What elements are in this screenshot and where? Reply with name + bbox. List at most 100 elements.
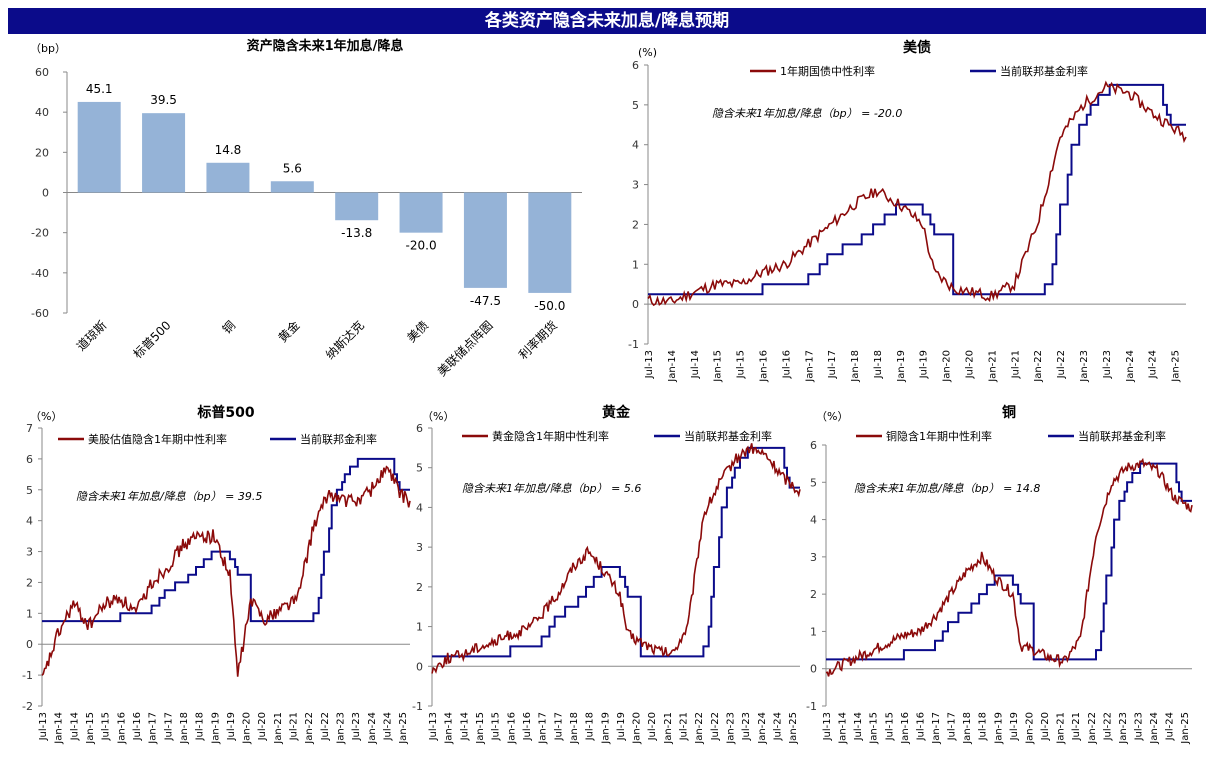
bar-data-label: 45.1 [86,82,113,96]
bar-category-label: 道琼斯 [73,318,109,354]
bar-y-tick-label: -20 [31,227,49,240]
ust-x-tick-label: Jan-18 [850,350,861,383]
bar-2 [142,113,186,193]
spx-x-tick-label: Jan-16 [116,712,127,745]
bar-y-tick-label: 40 [35,106,49,119]
ust-legend-implied: 1年期国债中性利率 [780,64,875,78]
spx-annotation: 隐含未来1年加息/降息（bp） = 39.5 [76,490,262,503]
gold-x-tick-label: Jul-24 [773,712,784,741]
spx-y-tick-label: 3 [26,546,33,559]
copper-x-tick-label: Jan-21 [1056,712,1067,745]
bar-category-label: 利率期货 [515,318,560,363]
copper-x-tick-label: Jan-20 [1024,712,1035,745]
spx-y-tick-label: -1 [22,669,33,682]
gold-x-tick-label: Jan-25 [788,712,799,745]
ust-x-tick-label: Jul-18 [873,350,884,379]
gold-x-tick-label: Jul-16 [522,712,533,741]
spx-x-tick-label: Jul-14 [69,712,80,741]
gold-chart-title: 黄金 [602,404,631,421]
gold-y-tick-label: -1 [412,700,423,713]
gold-x-tick-label: Jan-19 [600,712,611,745]
gold-x-tick-label: Jan-16 [506,712,517,745]
bar-data-label: -47.5 [470,294,501,308]
bar-y-tick-label: -60 [31,307,49,320]
bar-y-tick-label: 60 [35,66,49,79]
ust-x-tick-label: Jan-25 [1171,350,1182,383]
ust-legend-fed: 当前联邦基金利率 [1000,64,1088,78]
bar-category-label: 美联储点阵图 [434,318,496,380]
spx-x-tick-label: Jul-24 [383,712,394,741]
bar-category-label: 纳斯达克 [323,318,367,362]
gold-x-tick-label: Jul-23 [741,712,752,741]
bar-5 [335,192,379,221]
gold-implied-rate-line [431,443,801,674]
spx-y-tick-label: 7 [26,422,33,435]
spx-y-tick-label: 5 [26,484,33,497]
spx-legend-fed: 当前联邦金利率 [300,432,377,446]
copper-annotation: 隐含未来1年加息/降息（bp） = 14.8 [854,482,1040,495]
bar-category-label: 美债 [404,318,431,345]
copper-x-tick-label: Jul-15 [884,712,895,741]
ust-x-tick-label: Jan-24 [1125,350,1136,383]
bar-chart-title: 资产隐含未来1年加息/降息 [247,38,404,54]
bar-1 [77,101,121,193]
bar-3 [206,162,250,193]
spx-x-tick-label: Jan-24 [367,712,378,745]
ust-implied-rate-line [647,80,1187,307]
copper-x-tick-label: Jul-21 [1071,712,1082,741]
gold-y-tick-label: 3 [416,541,423,554]
ust-x-tick-label: Jan-20 [942,350,953,383]
ust-x-tick-label: Jul-22 [1056,350,1067,379]
copper-x-tick-label: Jan-14 [838,712,849,745]
spx-x-tick-label: Jul-16 [132,712,143,741]
bar-data-label: 5.6 [283,161,302,175]
spx-y-tick-label: 6 [26,453,33,466]
ust-x-tick-label: Jul-23 [1102,350,1113,379]
spx-implied-rate-line [41,465,411,677]
copper-fed-funds-line [826,462,1192,661]
ust-x-tick-label: Jul-14 [690,350,701,379]
gold-x-tick-label: Jan-21 [663,712,674,745]
copper-x-tick-label: Jul-23 [1133,712,1144,741]
bar-4 [270,181,314,193]
bar-data-label: -13.8 [341,226,372,240]
spx-y-tick-label: 4 [26,515,33,528]
spx-x-tick-label: Jan-23 [336,712,347,745]
copper-x-tick-label: Jan-22 [1087,712,1098,745]
spx-x-tick-label: Jan-22 [304,712,315,745]
copper-implied-rate-line [825,457,1193,677]
ust-x-tick-label: Jul-20 [965,350,976,379]
gold-x-tick-label: Jul-18 [585,712,596,741]
ust-y-tick-label: 0 [632,298,639,311]
ust-x-tick-label: Jul-16 [781,350,792,379]
bar-category-label: 铜 [219,318,238,337]
bar-data-label: 14.8 [215,143,242,157]
copper-x-tick-label: Jan-18 [962,712,973,745]
bar-category-label: 黄金 [275,318,303,346]
gold-x-tick-label: Jul-17 [553,712,564,741]
gold-x-tick-label: Jul-14 [459,712,470,741]
gold-y-tick-label: 4 [416,501,423,514]
ust-fed-funds-line [648,83,1186,296]
ust-x-tick-label: Jan-22 [1033,350,1044,383]
ust-x-tick-label: Jan-16 [758,350,769,383]
ust-x-tick-label: Jul-15 [736,350,747,379]
spx-y-tick-label: -2 [22,700,33,713]
spx-x-tick-label: Jul-17 [163,712,174,741]
ust-x-tick-label: Jul-21 [1010,350,1021,379]
spx-x-tick-label: Jan-17 [148,712,159,745]
spx-x-tick-label: Jul-13 [38,712,49,741]
gold-y-tick-label: 2 [416,581,423,594]
gold-y-tick-label: 1 [416,621,423,634]
spx-chart-title: 标普500 [196,404,254,421]
ust-x-tick-label: Jul-19 [919,350,930,379]
spx-x-tick-label: Jul-15 [101,712,112,741]
ust-x-tick-label: Jul-24 [1148,350,1159,379]
copper-x-tick-label: Jul-16 [915,712,926,741]
copper-x-tick-label: Jul-20 [1040,712,1051,741]
spx-x-tick-label: Jan-21 [273,712,284,745]
copper-y-tick-label: 4 [810,514,817,527]
gold-annotation: 隐含未来1年加息/降息（bp） = 5.6 [462,482,641,495]
bar-data-label: 39.5 [150,93,177,107]
